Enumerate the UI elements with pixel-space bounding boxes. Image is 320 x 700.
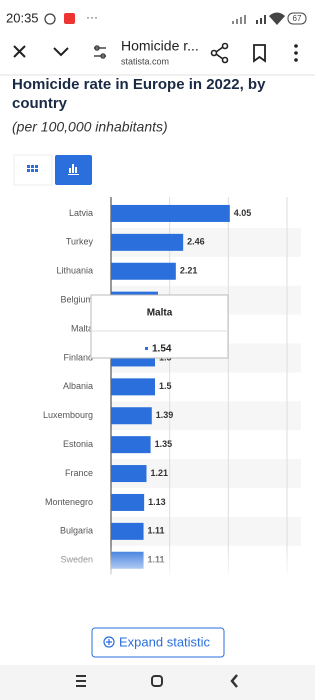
chart-subtitle: (per 100,000 inhabitants) <box>12 119 168 135</box>
bar <box>111 204 230 222</box>
chart-icon <box>68 164 79 175</box>
value-label: 1.39 <box>156 410 174 420</box>
bar <box>111 262 176 280</box>
bar <box>111 493 145 511</box>
menu-chevron[interactable] <box>53 47 69 57</box>
value-label: 1.11 <box>148 526 165 536</box>
category-label: Estonia <box>63 439 93 449</box>
home-button[interactable] <box>151 675 163 687</box>
fade-overlay <box>0 545 315 579</box>
back-button[interactable] <box>230 674 238 688</box>
value-label: 1.13 <box>148 497 166 507</box>
chart-title-line: country <box>12 95 68 112</box>
expand-button[interactable] <box>91 627 225 658</box>
plot: Latvia 4.05 Turkey 2.46 Lithuania 2.21 Belgium… <box>0 197 315 579</box>
category-label: Latvia <box>69 208 93 218</box>
nav-bar <box>0 665 315 700</box>
wifi-icon <box>269 12 285 25</box>
tooltip: Malta 1.54 <box>90 294 229 359</box>
value-label: 2.46 <box>187 237 205 247</box>
battery-level: 67 <box>293 14 302 23</box>
status-icon <box>64 13 75 24</box>
category-label: Luxembourg <box>43 410 93 420</box>
chart-title-line: Homicide rate in Europe in 2022, by <box>12 76 266 93</box>
expand-label: Expand statistic <box>119 634 211 649</box>
category-label: Bulgaria <box>60 526 93 536</box>
more-button[interactable] <box>294 44 298 62</box>
bookmark-button[interactable] <box>253 44 266 63</box>
bar <box>111 407 152 425</box>
expand-icon <box>103 636 115 648</box>
value-label: 2.21 <box>180 266 198 276</box>
page-url: statista.com <box>121 56 169 66</box>
value-label: 4.05 <box>234 208 252 218</box>
category-label: Albania <box>63 381 93 391</box>
value-label: 1.21 <box>150 468 168 478</box>
category-label: Malta <box>71 323 93 333</box>
bar <box>111 465 147 483</box>
tooltip-swatch <box>145 347 148 350</box>
bar <box>111 378 155 396</box>
tooltip-title: Malta <box>147 308 173 319</box>
table-icon <box>27 165 38 172</box>
category-label: Turkey <box>66 237 94 247</box>
share-button[interactable] <box>210 42 229 64</box>
category-label: Montenegro <box>45 497 93 507</box>
value-label: 1.5 <box>159 381 172 391</box>
bar <box>111 233 184 251</box>
category-label: Finland <box>63 352 93 362</box>
tooltip-value: 1.54 <box>152 344 172 355</box>
signal-icon <box>256 15 266 24</box>
signal-icon <box>232 15 246 24</box>
close-button[interactable] <box>13 45 26 58</box>
category-label: France <box>65 468 93 478</box>
value-label: 1.35 <box>155 439 173 449</box>
status-dots: ··· <box>86 10 98 24</box>
tooltip-box <box>90 294 229 359</box>
chart-title: Homicide rate in Europe in 2022, by count… <box>12 76 266 112</box>
category-label: Lithuania <box>56 266 93 276</box>
expand-icon <box>106 639 112 645</box>
bar <box>111 436 151 454</box>
bar <box>111 522 144 540</box>
page-title: Homicide r... <box>121 38 199 54</box>
site-settings[interactable] <box>94 45 106 59</box>
category-label: Belgium <box>60 295 93 305</box>
status-icon <box>44 13 56 25</box>
recent-apps-button[interactable] <box>76 675 86 687</box>
status-time: 20:35 <box>6 10 39 25</box>
battery-icon <box>287 12 307 25</box>
